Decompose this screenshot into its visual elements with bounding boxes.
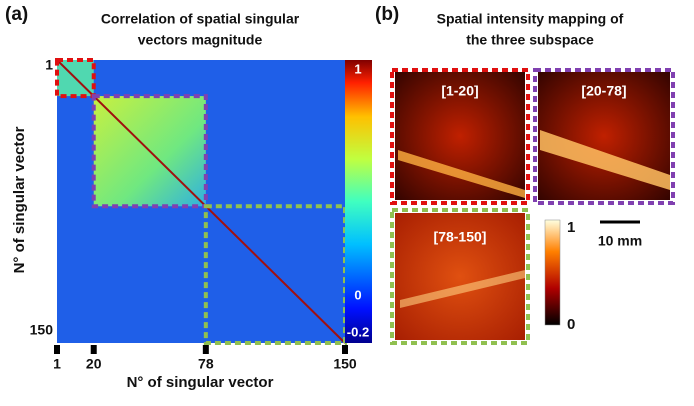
- title: the three subspace: [466, 32, 594, 48]
- x-tick: [202, 345, 209, 354]
- diagonal: [56, 59, 346, 344]
- x-tick-label: 150: [333, 356, 357, 372]
- y-tick-label: 1: [45, 57, 53, 73]
- x-tick: [90, 345, 97, 354]
- image-detail: [540, 130, 670, 190]
- image-label: [1-20]: [441, 83, 478, 99]
- subspace-box: [203, 204, 347, 345]
- panel-label: (b): [375, 4, 399, 25]
- x-tick: [54, 345, 60, 354]
- scale-label: 10 mm: [598, 233, 642, 249]
- colorbar: [345, 60, 372, 343]
- frame: [390, 68, 530, 205]
- colorbar-tick-label: 1: [354, 61, 361, 76]
- title: Correlation of spatial singular: [101, 11, 300, 27]
- title: Spatial intensity mapping of: [437, 11, 624, 27]
- x-tick-label: 1: [53, 356, 61, 372]
- colorbar-tick-label: 0: [354, 287, 361, 302]
- image-detail: [398, 150, 525, 198]
- x-tick-label: 78: [198, 356, 214, 372]
- y-tick-label: 150: [30, 322, 54, 338]
- y-label: N° of singular vector: [11, 126, 28, 273]
- frame: [533, 68, 675, 205]
- image-detail: [400, 270, 525, 308]
- subspace-box: [55, 58, 96, 99]
- x-tick-label: 20: [86, 356, 102, 372]
- title: vectors magnitude: [138, 32, 263, 48]
- image: [395, 72, 525, 200]
- image-label: [78-150]: [434, 229, 487, 245]
- panel-label: (a): [5, 4, 28, 25]
- x-label: N° of singular vector: [127, 374, 274, 391]
- colorbar-tick-label: 1: [567, 219, 575, 236]
- frame: [390, 208, 530, 345]
- colorbar-tick-label: -0.2: [347, 324, 369, 339]
- colorbar: [544, 219, 561, 326]
- x-tick: [342, 345, 348, 354]
- colorbar-tick-label: 0: [567, 316, 575, 333]
- image-label: [20-78]: [581, 83, 626, 99]
